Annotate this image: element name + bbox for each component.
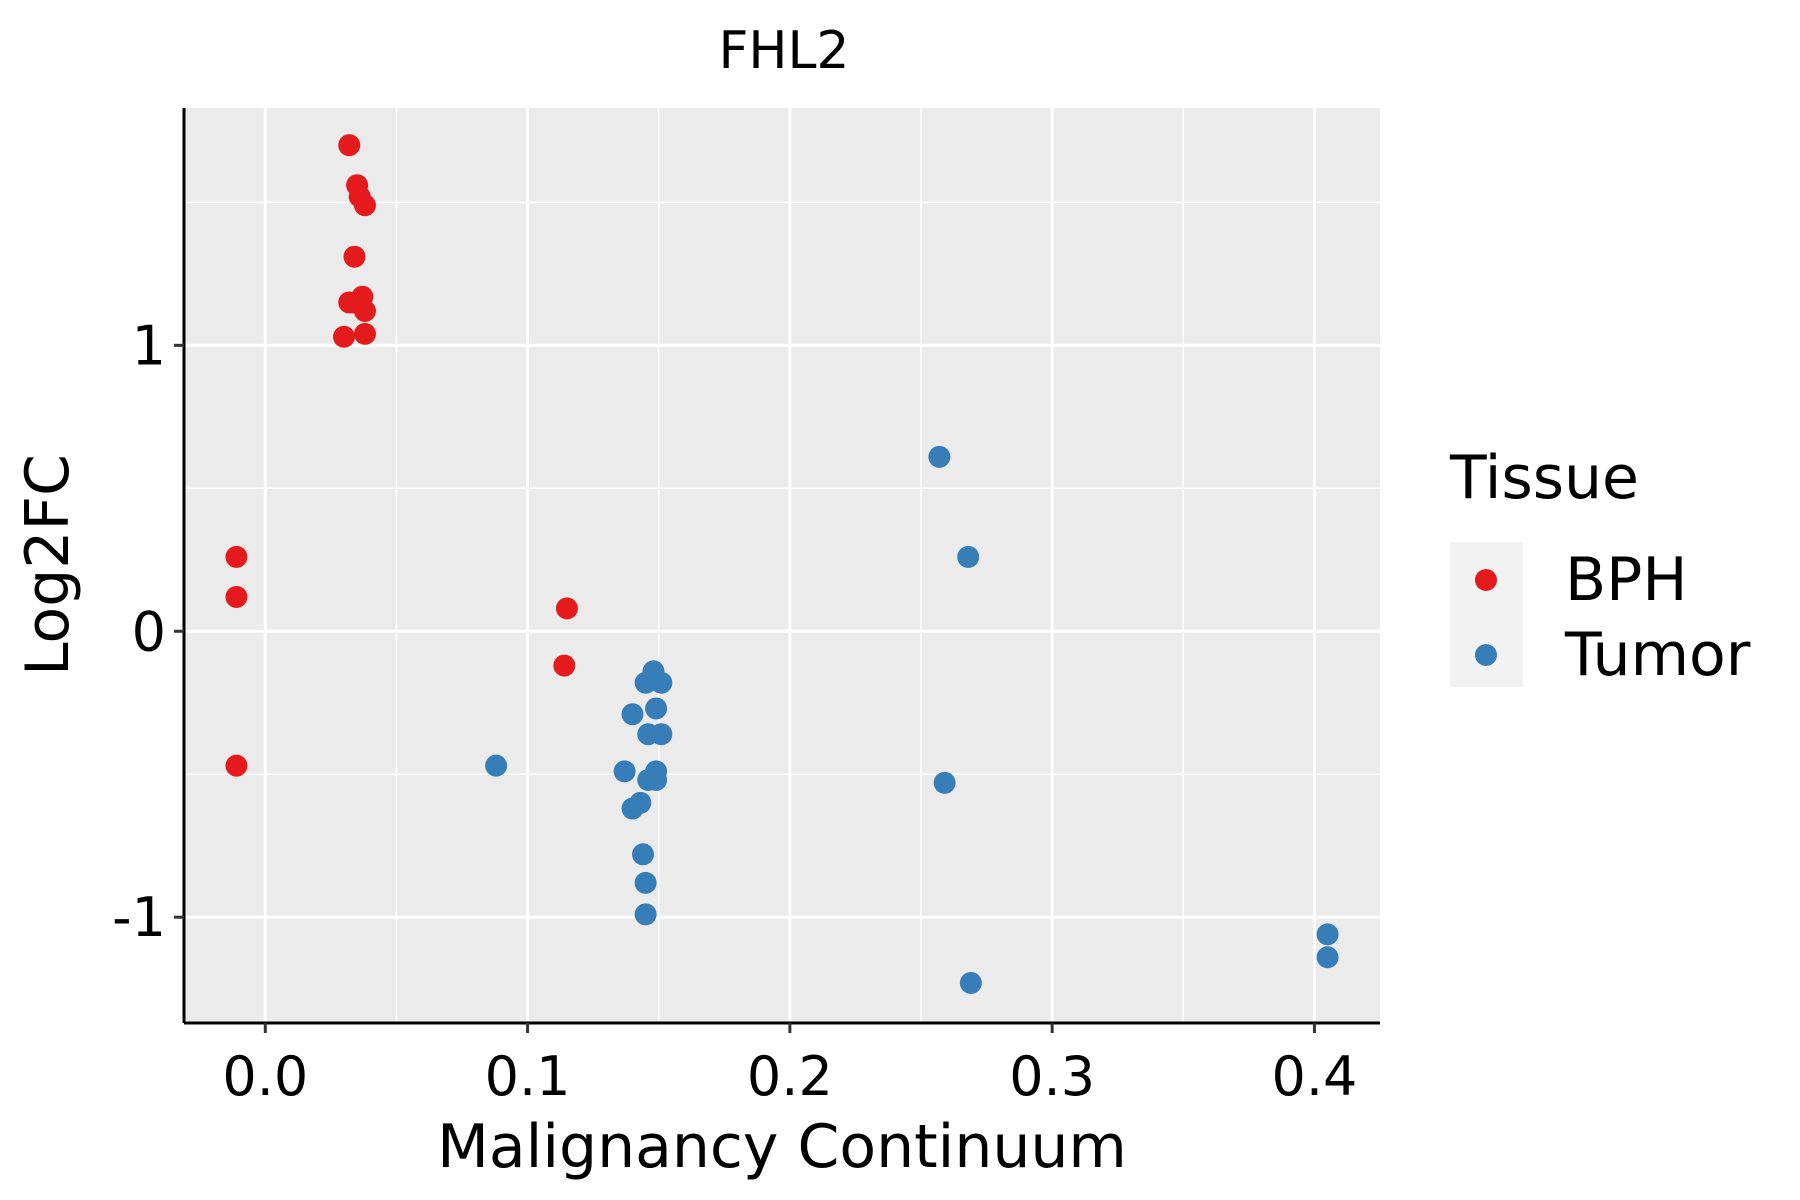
- point-tumor: [634, 903, 657, 926]
- point-bph: [225, 545, 248, 568]
- point-tumor: [621, 703, 644, 726]
- point-tumor: [613, 760, 636, 783]
- x-axis-ticks: 0.0 0.1 0.2 0.3 0.4: [222, 1023, 1357, 1108]
- point-bph: [225, 754, 248, 777]
- point-tumor: [933, 771, 956, 794]
- x-tick-label: 0.2: [747, 1045, 833, 1108]
- point-bph: [353, 194, 376, 217]
- point-tumor: [957, 545, 980, 568]
- legend-label-bph: BPH: [1565, 545, 1687, 615]
- plot-panel: [184, 108, 1380, 1023]
- x-tick-label: 0.4: [1271, 1045, 1357, 1108]
- data-points: [225, 134, 1339, 994]
- point-bph: [338, 134, 361, 157]
- point-tumor: [1316, 946, 1339, 969]
- legend-label-tumor: Tumor: [1564, 620, 1751, 690]
- point-bph: [343, 245, 366, 268]
- chart-title: FHL2: [718, 21, 849, 81]
- x-tick-label: 0.1: [485, 1045, 571, 1108]
- y-tick-label: -1: [112, 886, 166, 949]
- legend-title: Tissue: [1449, 443, 1639, 513]
- point-bph: [553, 654, 576, 677]
- point-tumor: [634, 871, 657, 894]
- point-bph: [555, 597, 578, 620]
- point-tumor: [959, 971, 982, 994]
- x-tick-label: 0.3: [1009, 1045, 1095, 1108]
- grid-lines: [184, 108, 1380, 1023]
- x-tick-label: 0.0: [222, 1045, 308, 1108]
- point-tumor: [645, 697, 668, 720]
- point-tumor: [629, 791, 652, 814]
- x-axis-label: Malignancy Continuum: [437, 1112, 1127, 1182]
- point-bph: [353, 322, 376, 345]
- point-tumor: [928, 445, 951, 468]
- point-bph: [225, 585, 248, 608]
- legend-key-tumor: [1475, 644, 1497, 666]
- point-tumor: [485, 754, 508, 777]
- y-axis-label: Log2FC: [13, 454, 83, 676]
- y-axis-ticks: -1 0 1: [112, 314, 184, 949]
- legend-key-bph: [1475, 569, 1497, 591]
- point-tumor: [650, 723, 673, 746]
- y-tick-label: 0: [132, 600, 166, 663]
- point-tumor: [650, 671, 673, 694]
- point-tumor: [645, 768, 668, 791]
- point-tumor: [631, 843, 654, 866]
- point-tumor: [1316, 923, 1339, 946]
- point-bph: [332, 325, 355, 348]
- y-tick-label: 1: [132, 314, 166, 377]
- point-bph: [353, 300, 376, 323]
